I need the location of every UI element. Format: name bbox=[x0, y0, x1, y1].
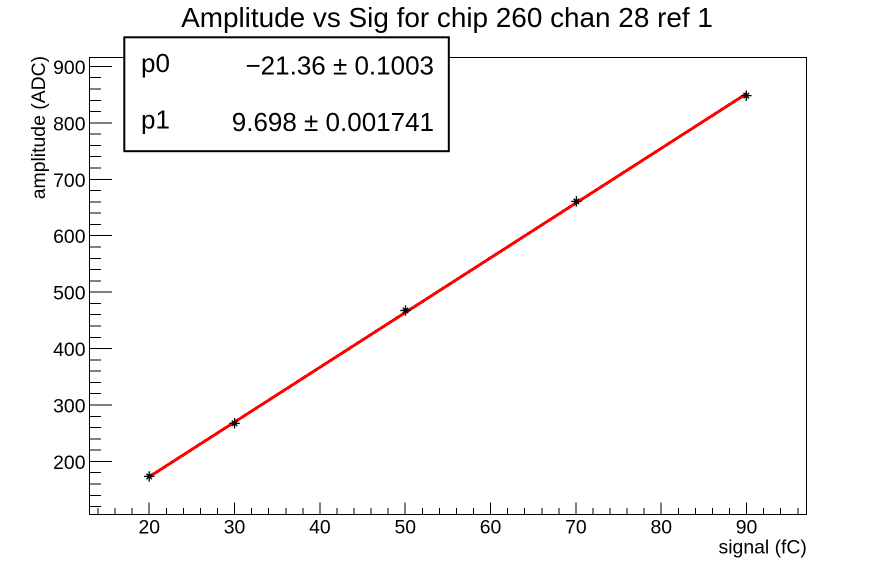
svg-text:500: 500 bbox=[53, 283, 86, 305]
svg-text:400: 400 bbox=[53, 339, 86, 361]
svg-text:60: 60 bbox=[480, 517, 502, 539]
svg-text:30: 30 bbox=[224, 517, 246, 539]
svg-text:600: 600 bbox=[53, 226, 86, 248]
svg-text:40: 40 bbox=[309, 517, 331, 539]
svg-text:signal (fC): signal (fC) bbox=[719, 536, 807, 558]
svg-text:amplitude (ADC): amplitude (ADC) bbox=[28, 56, 50, 199]
svg-text:80: 80 bbox=[650, 517, 672, 539]
svg-text:70: 70 bbox=[565, 517, 587, 539]
svg-text:20: 20 bbox=[138, 517, 160, 539]
svg-text:300: 300 bbox=[53, 395, 86, 417]
svg-text:900: 900 bbox=[53, 57, 86, 79]
svg-text:p0: p0 bbox=[141, 48, 170, 78]
svg-text:p1: p1 bbox=[141, 105, 170, 135]
svg-text:800: 800 bbox=[53, 113, 86, 135]
svg-text:50: 50 bbox=[394, 517, 416, 539]
svg-text:−21.36 ± 0.1003: −21.36 ± 0.1003 bbox=[246, 50, 435, 80]
svg-text:9.698 ± 0.001741: 9.698 ± 0.001741 bbox=[232, 107, 434, 137]
svg-text:700: 700 bbox=[53, 170, 86, 192]
svg-text:90: 90 bbox=[736, 517, 758, 539]
svg-text:Amplitude vs Sig for chip 260: Amplitude vs Sig for chip 260 chan 28 re… bbox=[181, 2, 713, 33]
svg-text:200: 200 bbox=[53, 452, 86, 474]
